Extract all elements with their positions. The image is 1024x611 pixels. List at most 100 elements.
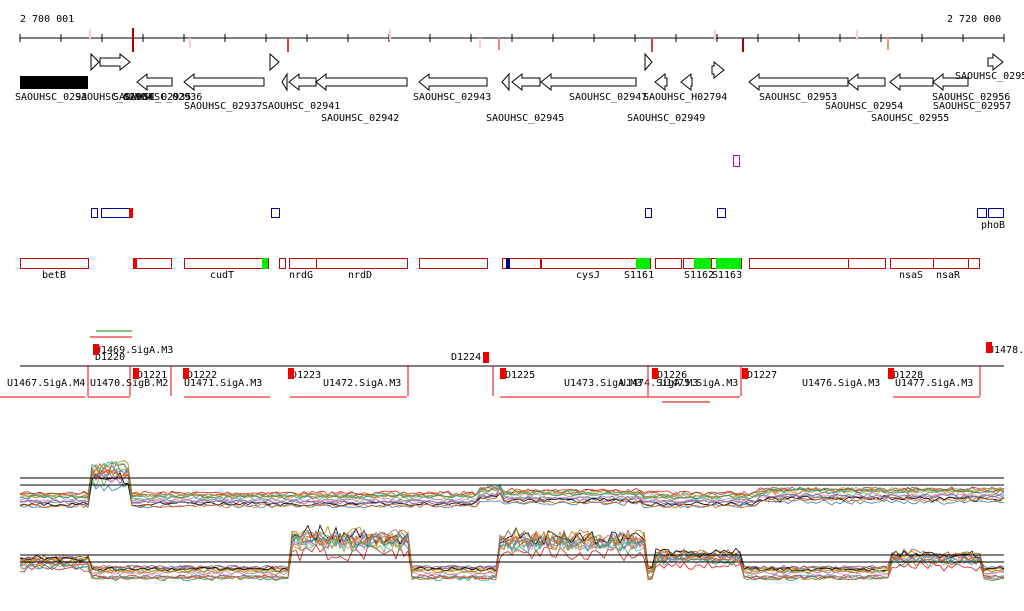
gene-label: SAOUHSC_0293 xyxy=(15,92,87,103)
expression-profile xyxy=(19,528,1005,580)
feature-box xyxy=(133,258,172,269)
transcript-label: U1467.SigA.M4 xyxy=(7,378,85,389)
feature-label: nrdD xyxy=(348,270,372,281)
feature-fill xyxy=(636,258,650,269)
gene-arrow xyxy=(136,72,173,92)
gene-label: SAOUHSC_02949 xyxy=(627,113,705,124)
binding-box xyxy=(977,208,987,218)
feature-box xyxy=(316,258,408,269)
transcript-label: U1475.SigA.M3 xyxy=(660,378,738,389)
transcript-label: D1228 xyxy=(893,370,923,381)
feature-fill xyxy=(694,258,711,269)
expression-profile xyxy=(19,532,1005,573)
feature-label: nrdG xyxy=(289,270,313,281)
expression-profile xyxy=(19,524,1005,572)
gene-arrow xyxy=(654,72,668,92)
transcript-label: D1225 xyxy=(505,370,535,381)
tss-marker xyxy=(483,352,489,363)
feature-box xyxy=(502,258,541,269)
gene-arrow xyxy=(889,72,934,92)
transcript-label: U1477.SigA.M3 xyxy=(895,378,973,389)
gene-arrow xyxy=(847,72,886,92)
gene-label: SAOUHSC_02934 xyxy=(75,92,153,103)
gene-arrow xyxy=(511,72,541,92)
tss-marker xyxy=(93,344,99,355)
gene-label: SAOUHSC_H02794 xyxy=(643,92,727,103)
transcript-label: D1226 xyxy=(657,370,687,381)
binding-end xyxy=(129,208,133,218)
transcript-label: U1476.SigA.M3 xyxy=(802,378,880,389)
gene-arrow xyxy=(501,72,510,92)
expression-profile xyxy=(19,525,1005,574)
regulator-label: phoB xyxy=(981,220,1005,231)
gene-arrow xyxy=(90,52,100,72)
expression-profile xyxy=(19,532,1005,582)
tss-marker xyxy=(888,368,894,379)
gene-arrow xyxy=(932,72,969,92)
feature-box xyxy=(289,258,317,269)
gene-label: SAOUHSC_02936 xyxy=(124,92,202,103)
gene-arrow xyxy=(269,52,280,72)
feature-label: betB xyxy=(42,270,66,281)
gene-label: SAOUHSC_02937 xyxy=(184,101,262,112)
gene-block xyxy=(20,76,88,89)
transcript-label: U1471.SigA.M3 xyxy=(184,378,262,389)
tss-marker xyxy=(986,342,992,353)
gene-label: SAOUHSC_02941 xyxy=(262,101,340,112)
tss-marker xyxy=(183,368,189,379)
feature-label: nsaS xyxy=(899,270,923,281)
feature-box xyxy=(933,258,969,269)
gene-arrow xyxy=(315,72,408,92)
tss-marker xyxy=(742,368,748,379)
transcript-label: D1223 xyxy=(291,370,321,381)
binding-box xyxy=(271,208,280,218)
motif-box xyxy=(733,155,740,167)
gene-label: SAOUHSC_02957 xyxy=(933,101,1011,112)
tss-marker xyxy=(652,368,658,379)
expression-profile xyxy=(19,460,1005,500)
tss-marker xyxy=(133,368,139,379)
gene-label: SAOUHSC_02945 xyxy=(486,113,564,124)
transcript-label: U1474.SigA.M3 xyxy=(620,378,698,389)
gene-label: SAOUHSC_02942 xyxy=(321,113,399,124)
transcript-label: D1224 xyxy=(451,352,481,363)
transcript-label: D1222 xyxy=(187,370,217,381)
ruler-start: 2 700 001 xyxy=(20,14,74,25)
feature-box xyxy=(279,258,286,269)
binding-box xyxy=(717,208,726,218)
transcript-label: U1473.SigA.M3 xyxy=(564,378,642,389)
gene-label: SAOUHSC_02954 xyxy=(825,101,903,112)
feature-label: S1163 xyxy=(712,270,742,281)
gene-arrow xyxy=(748,72,849,92)
binding-box xyxy=(645,208,652,218)
gene-arrow xyxy=(680,72,693,92)
binding-box xyxy=(988,208,1004,218)
transcript-label: U1478. xyxy=(988,345,1024,356)
expression-profile xyxy=(19,531,1005,570)
gene-label: SAOUHSC_02943 xyxy=(413,92,491,103)
gene-arrow xyxy=(540,72,637,92)
gene-label: SAOUHSC_02956 xyxy=(932,92,1010,103)
feature-label: cudT xyxy=(210,270,234,281)
gene-arrow xyxy=(281,72,288,92)
tss-marker xyxy=(288,368,294,379)
expression-profile xyxy=(19,460,1005,498)
transcript-label: U1470.SigB.M2 xyxy=(90,378,168,389)
transcript-label: D1221 xyxy=(137,370,167,381)
feature-fill xyxy=(716,258,741,269)
gene-arrow xyxy=(987,52,1004,72)
gene-arrow xyxy=(644,52,653,72)
gene-arrow xyxy=(711,60,725,80)
feature-box xyxy=(20,258,89,269)
gene-arrow xyxy=(183,72,265,92)
transcript-label: U1469.SigA.M3 xyxy=(95,345,173,356)
feature-fill xyxy=(506,258,510,269)
binding-box xyxy=(91,208,98,218)
expression-profile xyxy=(19,532,1005,576)
transcript-label: D1220 xyxy=(95,352,125,363)
feature-label: S1161 xyxy=(624,270,654,281)
expression-profile xyxy=(19,531,1005,581)
tss-marker xyxy=(500,368,506,379)
transcript-label: D1227 xyxy=(747,370,777,381)
